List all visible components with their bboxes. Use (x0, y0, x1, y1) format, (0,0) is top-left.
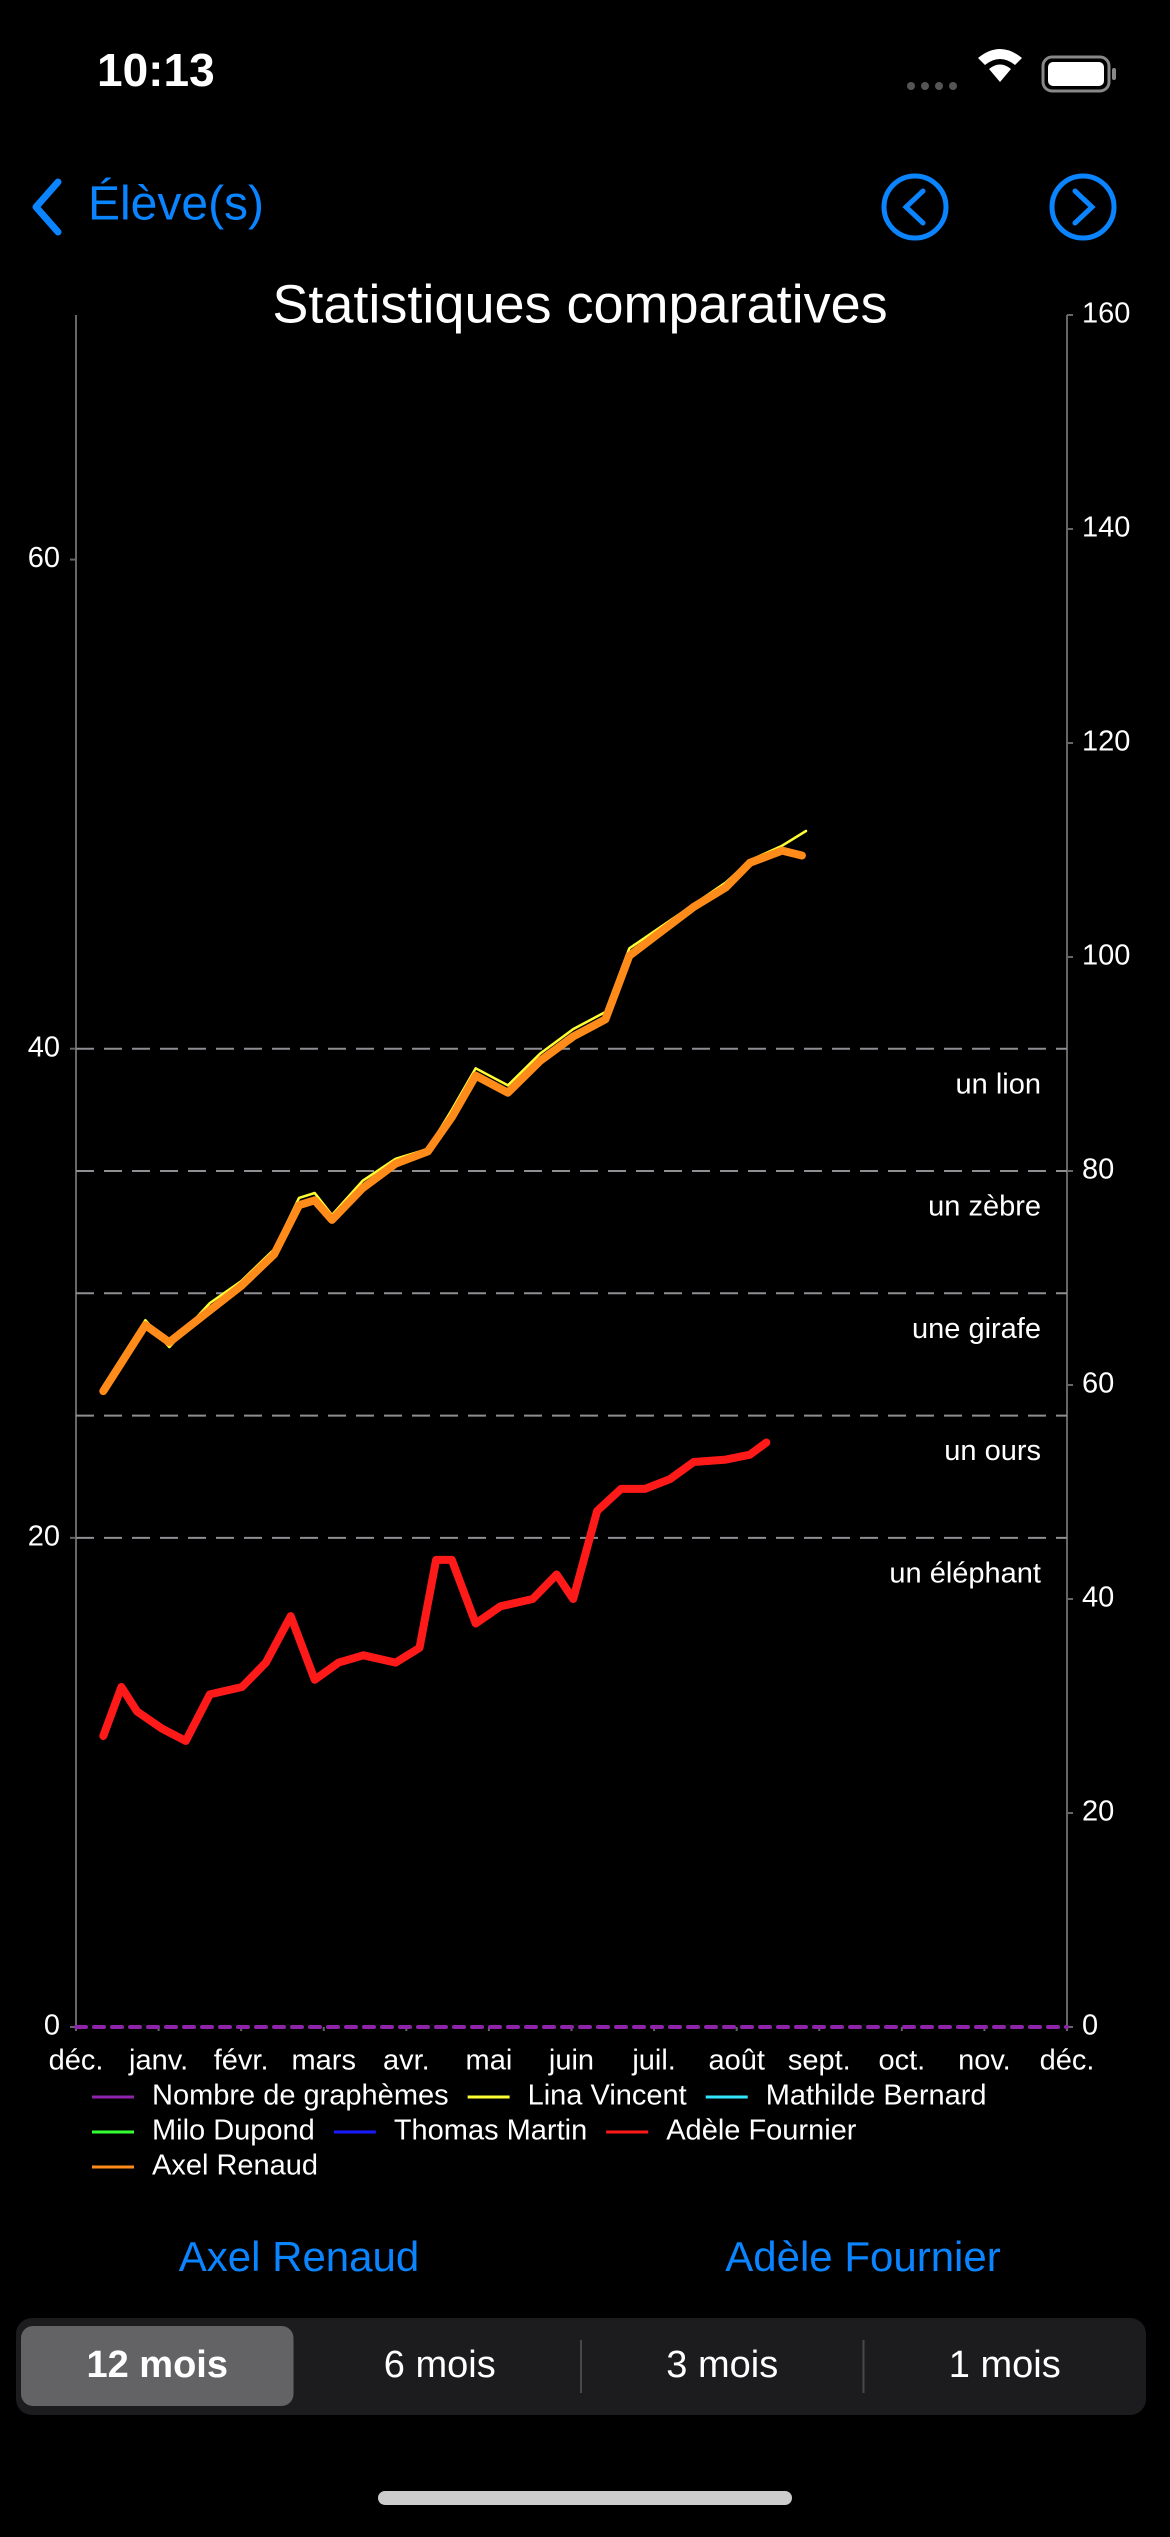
x-tick-label: mai (466, 2045, 513, 2077)
y2-tick-label: 140 (1082, 512, 1130, 544)
threshold-label: un ours (944, 1435, 1041, 1467)
student-button[interactable]: Adèle Fournier (725, 2233, 1000, 2280)
x-tick-label: févr. (214, 2045, 269, 2077)
segment-label[interactable]: 12 mois (86, 2344, 228, 2386)
x-tick-label: janv. (128, 2045, 188, 2077)
chart: 0 20 40 60 0 20 40 60 80 100 120 140 160 déc. janv. fév… (28, 298, 1131, 2077)
x-tick-label: déc. (1040, 2045, 1095, 2077)
y2-tick-label: 0 (1082, 2010, 1098, 2042)
legend-label: Axel Renaud (152, 2150, 318, 2182)
y2-tick-label: 80 (1082, 1154, 1114, 1186)
threshold-label: un éléphant (889, 1558, 1041, 1590)
x-tick-label: nov. (958, 2045, 1011, 2077)
student-button[interactable]: Axel Renaud (179, 2233, 420, 2280)
legend-label: Thomas Martin (394, 2115, 587, 2147)
status-time: 10:13 (97, 44, 215, 96)
threshold-label: un zèbre (928, 1191, 1041, 1223)
segment-label[interactable]: 1 mois (949, 2344, 1061, 2386)
status-icons (907, 49, 1116, 93)
series-line (99, 846, 806, 1396)
x-tick-label: avr. (383, 2045, 430, 2077)
x-tick-label: juil. (631, 2045, 676, 2077)
back-chevron[interactable] (32, 178, 62, 236)
prev-button[interactable] (881, 173, 949, 241)
legend-label: Lina Vincent (528, 2080, 687, 2112)
y-tick-label: 40 (28, 1031, 60, 1063)
x-tick-label: oct. (878, 2045, 925, 2077)
x-tick-label: mars (292, 2045, 356, 2077)
segment-label[interactable]: 6 mois (384, 2344, 496, 2386)
segment-label[interactable]: 3 mois (666, 2344, 778, 2386)
y2-tick-label: 100 (1082, 940, 1130, 972)
y2-tick-label: 160 (1082, 298, 1130, 330)
x-tick-label: sept. (788, 2045, 851, 2077)
x-tick-label: déc. (49, 2045, 104, 2077)
y2-tick-label: 120 (1082, 726, 1130, 758)
legend-label: Nombre de graphèmes (152, 2080, 449, 2112)
y-tick-label: 60 (28, 542, 60, 574)
series-line (99, 1438, 771, 1745)
x-tick-label: août (708, 2045, 764, 2077)
y2-tick-label: 60 (1082, 1368, 1114, 1400)
y-tick-label: 20 (28, 1521, 60, 1553)
home-indicator (378, 2491, 792, 2505)
next-button[interactable] (1049, 173, 1117, 241)
y2-tick-label: 20 (1082, 1796, 1114, 1828)
y2-tick-label: 40 (1082, 1582, 1114, 1614)
chart-title: Statistiques comparatives (272, 274, 887, 334)
threshold-label: une girafe (912, 1313, 1041, 1345)
legend-label: Mathilde Bernard (766, 2080, 987, 2112)
y-tick-label: 0 (44, 2010, 60, 2042)
legend-label: Adèle Fournier (666, 2115, 857, 2147)
segment-selected[interactable] (21, 2326, 294, 2406)
back-button[interactable]: Élève(s) (88, 178, 264, 231)
legend: Nombre de graphèmes Lina Vincent Mathilde … (92, 2080, 987, 2182)
legend-label: Milo Dupond (152, 2115, 315, 2147)
x-tick-label: juin (548, 2045, 594, 2077)
segments: 12 mois 6 mois 3 mois 1 mois (21, 2326, 1061, 2406)
threshold-label: un lion (956, 1068, 1041, 1100)
